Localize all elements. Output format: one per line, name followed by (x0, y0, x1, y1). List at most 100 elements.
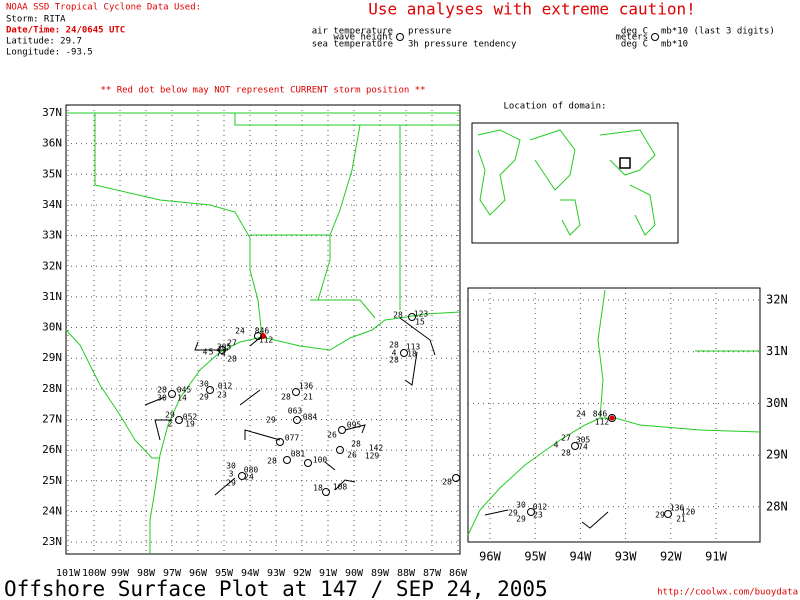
domain-box (619, 157, 631, 169)
lon-label: 89W (371, 568, 390, 579)
lat-label: 35N (42, 167, 62, 180)
station-marker (293, 416, 301, 424)
station-label: 120 (681, 508, 696, 517)
station-label: 30 (199, 380, 209, 389)
station-label: 123 (414, 310, 429, 319)
lon-label: 93W (615, 550, 637, 564)
station-label: 012 (218, 382, 233, 391)
legend-symbol (651, 33, 659, 41)
station-label: 27 (227, 339, 237, 348)
lat-label: 31N (42, 290, 62, 303)
station-label: 100 (313, 456, 328, 465)
lon-label: 95W (215, 568, 234, 579)
station-label: 108 (333, 483, 348, 492)
station-label: 28 (281, 393, 291, 402)
lon-label: 96W (479, 550, 501, 564)
station-label: 30 (157, 394, 167, 403)
station-label: 4 (554, 441, 559, 450)
station-label: 24 (235, 327, 245, 336)
legend-text: deg C (621, 27, 648, 37)
station-label: 24 (576, 410, 586, 419)
station-label: 29 (516, 515, 526, 524)
legend-text: mb*10 (661, 40, 688, 50)
lat-label: 32N (766, 293, 788, 307)
zoom-map-frame (467, 287, 761, 543)
source-line: NOAA SSD Tropical Cyclone Data Used: (6, 3, 201, 13)
lon-label: 99W (111, 568, 130, 579)
station-marker (175, 416, 183, 424)
station-label: 29 (508, 509, 518, 518)
lat-label: 30N (42, 321, 62, 334)
station-label: 113 (406, 343, 421, 352)
lon-label: 97W (163, 568, 182, 579)
station-marker (664, 510, 672, 518)
station-label: 18 (313, 484, 323, 493)
legend-text: 3h pressure tendency (408, 40, 517, 50)
station-label: 28 (561, 449, 571, 458)
station-label: 23 (217, 391, 227, 400)
geography (65, 112, 461, 554)
station-label: 29 (266, 416, 276, 425)
lat-label: 23N (42, 535, 62, 548)
lon-label: 90W (345, 568, 364, 579)
legend-text: sea temperature (312, 40, 393, 50)
lon-label: 96W (189, 568, 208, 579)
station-label: 23 (533, 511, 543, 520)
lon-label: 87W (423, 568, 442, 579)
station-label: 112 (595, 418, 610, 427)
station-label: 29 (226, 479, 236, 488)
zoom-geography (467, 289, 761, 536)
footer-title: Offshore Surface Plot at 147 / SEP 24, 2… (4, 577, 548, 600)
footer-url: http://coolwx.com/buoydata (657, 588, 798, 598)
station-marker (338, 426, 346, 434)
station-label: 846 (255, 327, 270, 336)
legend-text: mb*10 (last 3 digits) (661, 27, 775, 37)
station-label: 3 (229, 470, 234, 479)
station-label: 29 (199, 393, 209, 402)
station-label: 14 (177, 394, 187, 403)
lon-label: 93W (267, 568, 286, 579)
lon-label: 91W (319, 568, 338, 579)
lat-label: 28N (766, 499, 788, 513)
inset-continents (477, 129, 656, 236)
legend-text: deg C (621, 40, 648, 50)
lat-label: 28N (42, 382, 62, 395)
station-label: 012 (533, 503, 548, 512)
inset-title: Location of domain: (504, 102, 607, 112)
station-label: 21 (303, 393, 313, 402)
station-label: 26 (327, 431, 337, 440)
station-marker (322, 488, 330, 496)
station-label: 084 (303, 413, 318, 422)
station-label: 30 (516, 501, 526, 510)
station-label: 29 (165, 411, 175, 420)
station-label: 74 (578, 443, 588, 452)
datetime-line: Date/Time: 24/0645 UTC (6, 25, 125, 36)
station-label: 28 (442, 478, 452, 487)
lon-label: 98W (137, 568, 156, 579)
station-label: 4 (203, 348, 208, 357)
lon-label: 91W (705, 550, 727, 564)
station-label: 74 (216, 350, 226, 359)
lon-label: 100W (82, 568, 107, 579)
storm-position (609, 415, 615, 421)
legend-symbol (396, 33, 404, 41)
lat-label: 31N (766, 344, 788, 358)
station-label: 081 (291, 450, 306, 459)
lat-label: 36N (42, 137, 62, 150)
main-map-frame (65, 104, 461, 555)
station-label: 2 (168, 420, 173, 429)
storm-line: Storm: RITA (6, 15, 66, 25)
legend-text: meters (615, 33, 648, 43)
station-marker (408, 313, 416, 321)
lat-label: 26N (42, 443, 62, 456)
longitude-line: Longitude: -93.5 (6, 48, 93, 58)
station-label: 15 (415, 318, 425, 327)
lon-label: 92W (293, 568, 312, 579)
station-marker (218, 346, 226, 354)
station-label: 28 (389, 356, 399, 365)
station-label: 5 (209, 348, 214, 357)
lon-label: 94W (570, 550, 592, 564)
lat-label: 25N (42, 474, 62, 487)
